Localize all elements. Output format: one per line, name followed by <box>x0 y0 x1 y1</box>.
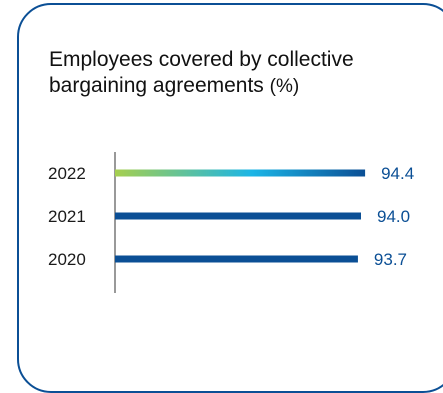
chart-card <box>17 3 443 393</box>
tick-label-2020: 2020 <box>48 250 86 269</box>
chart-title-unit: (%) <box>269 76 300 97</box>
bar-2020 <box>115 255 358 263</box>
value-label-2021: 94.0 <box>377 207 410 226</box>
tick-label-2022: 2022 <box>48 164 86 183</box>
chart-title-text: Employees covered by collective bargaini… <box>49 48 354 97</box>
value-label-2020: 93.7 <box>374 250 407 269</box>
tick-label-2021: 2021 <box>48 207 86 226</box>
bar-chart: 2022 94.4 2021 94.0 2020 93.7 <box>48 152 414 293</box>
chart-title: Employees covered by collective bargaini… <box>49 47 429 100</box>
bar-2022 <box>115 169 366 177</box>
bar-2021 <box>115 212 361 220</box>
value-label-2022: 94.4 <box>381 164 414 183</box>
